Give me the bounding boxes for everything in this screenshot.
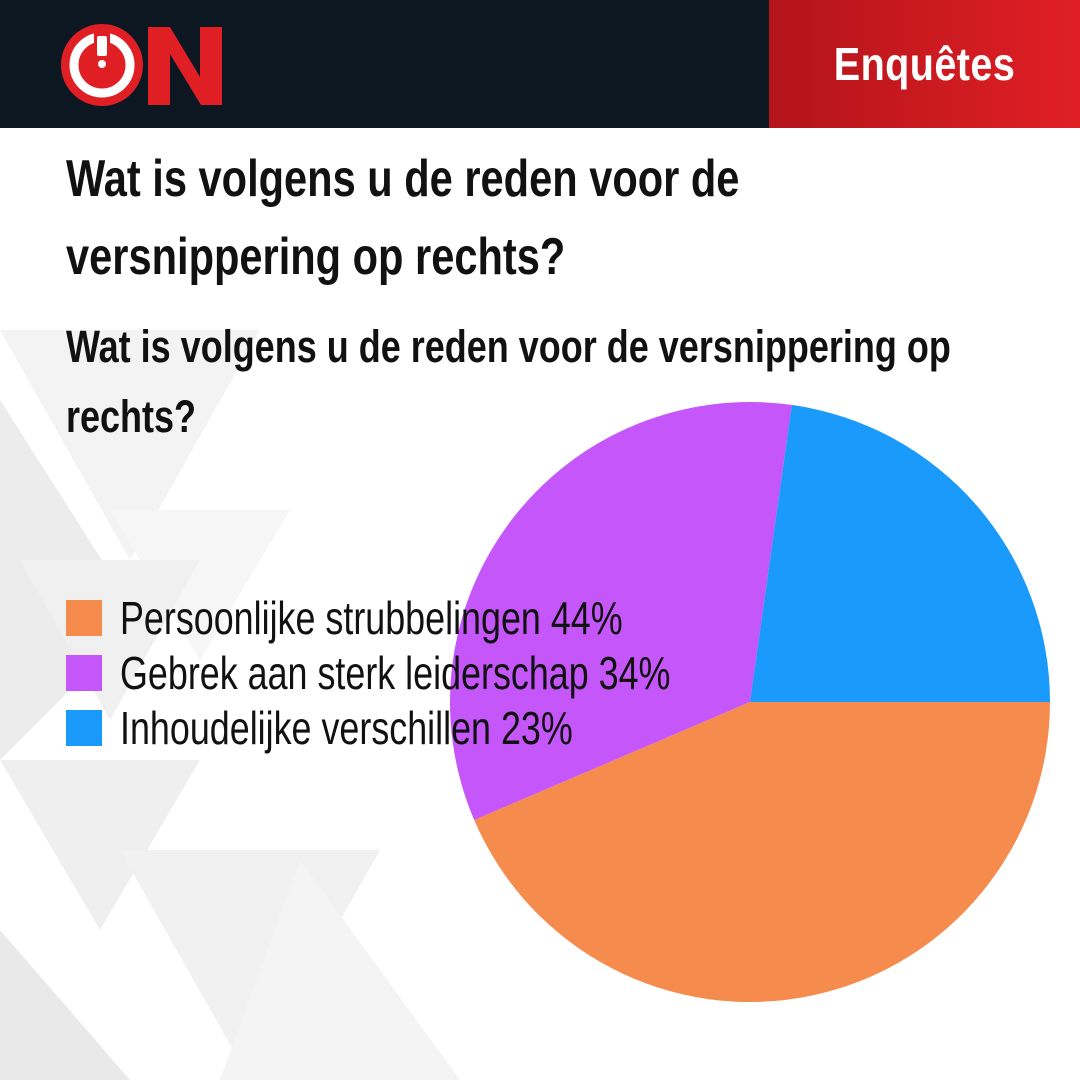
pie-slice-2 [449, 401, 792, 821]
legend-item: Gebrek aan sterk leiderschap 34% [66, 645, 826, 700]
legend-label: Gebrek aan sterk leiderschap 34% [120, 646, 671, 699]
legend-item: Inhoudelijke verschillen 23% [66, 700, 826, 755]
header-bar: Enquêtes [0, 0, 1080, 128]
legend-swatch [66, 599, 102, 636]
chart-title: Wat is volgens u de reden voor de versni… [66, 321, 951, 442]
legend-swatch [66, 709, 102, 746]
page-title: Wat is volgens u de reden voor de versni… [66, 150, 740, 286]
chart-legend: Persoonlijke strubbelingen 44% Gebrek aa… [66, 590, 826, 755]
section-label: Enquêtes [833, 38, 1016, 90]
on-logo[interactable] [60, 22, 225, 108]
legend-label: Persoonlijke strubbelingen 44% [120, 591, 623, 644]
legend-swatch [66, 654, 102, 691]
pie-slice-3 [750, 404, 1050, 702]
pie-slice-1 [474, 702, 1050, 1003]
legend-item: Persoonlijke strubbelingen 44% [66, 590, 826, 645]
section-tab-enquetes[interactable]: Enquêtes [769, 0, 1080, 128]
legend-label: Inhoudelijke verschillen 23% [120, 701, 573, 754]
